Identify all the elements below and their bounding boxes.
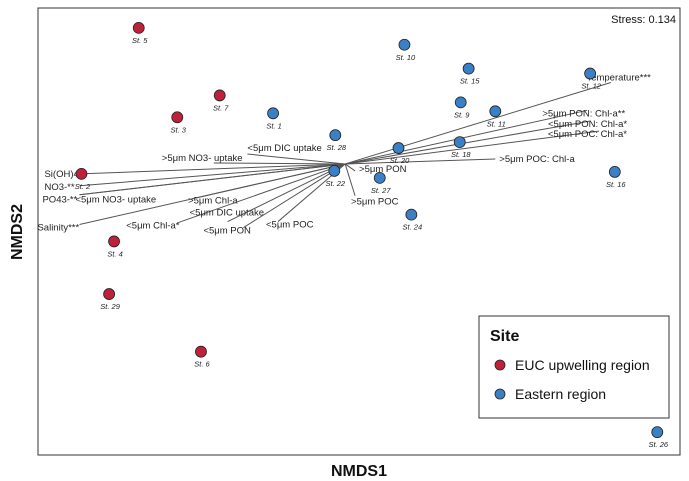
vector-line	[79, 163, 346, 226]
data-point	[171, 111, 184, 124]
vector-line	[345, 82, 612, 165]
vector-label: <5μm DIC uptake	[247, 143, 321, 154]
vector-label: NO3-**	[44, 182, 74, 193]
vector-label: >5μm NO3- uptake	[162, 153, 243, 164]
vector-line	[345, 109, 588, 165]
vector-label: Temperature***	[586, 73, 651, 84]
legend-entry-euc: EUC upwelling region	[515, 357, 650, 373]
vector-label: <5μm POC	[266, 220, 314, 231]
data-point	[651, 426, 664, 439]
legend-entry-eastern: Eastern region	[515, 386, 606, 402]
data-point	[329, 129, 342, 142]
point-label: St. 3	[171, 125, 187, 134]
point-label: St. 4	[107, 249, 122, 258]
legend-box	[478, 315, 670, 419]
vector-line	[79, 163, 346, 187]
vector-group: Temperature*** >5μm PON: Chl-a**<5μm PON:…	[37, 73, 651, 237]
data-point	[398, 38, 411, 51]
vector-line	[227, 163, 346, 223]
point-label: St. 6	[194, 360, 210, 369]
vector-label: >5μm PON: Chl-a**	[542, 108, 625, 119]
data-point	[328, 165, 341, 177]
data-point	[373, 171, 386, 184]
data-point	[584, 67, 597, 80]
point-label: St. 15	[460, 77, 480, 86]
point-label: St. 5	[132, 36, 148, 45]
points-group: St. 5 St. 7 St. 3 St. 2 St. 4 St. 29 St. 6 St. …	[75, 21, 669, 449]
vector-label: <5μm Chl-a*	[126, 221, 180, 232]
vector-line	[79, 163, 346, 175]
data-point	[405, 208, 418, 221]
point-label: St. 12	[581, 82, 601, 91]
point-label: St. 27	[371, 186, 391, 195]
legend: Site EUC upwelling region Eastern region	[478, 315, 670, 419]
vector-line	[345, 120, 590, 165]
point-label: St. 29	[100, 302, 120, 311]
vector-line	[344, 163, 356, 172]
point-label: St. 28	[326, 143, 346, 152]
vector-line	[213, 162, 346, 165]
data-point	[489, 105, 502, 118]
point-label: St. 22	[326, 179, 346, 188]
legend-marker-euc	[494, 359, 506, 371]
data-point	[453, 136, 466, 149]
vector-line	[79, 163, 346, 196]
point-label: St. 9	[454, 110, 470, 119]
data-point	[392, 142, 405, 154]
vector-line	[178, 163, 346, 224]
point-label: St. 26	[648, 440, 668, 449]
plot-frame	[37, 7, 681, 456]
vector-label: Salinity***	[37, 223, 79, 234]
point-label: St. 16	[606, 180, 626, 189]
point-label: St. 2	[75, 182, 91, 191]
y-axis-label: NMDS2	[9, 204, 26, 260]
data-point	[195, 345, 207, 358]
vector-label: >5μm PON	[359, 164, 407, 175]
stress-text: Stress: 0.134	[611, 14, 676, 26]
point-label: St. 20	[390, 156, 410, 165]
legend-marker-eastern	[494, 388, 506, 400]
vector-line	[247, 153, 346, 165]
vector-label: <5μm POC: Chl-a*	[548, 129, 627, 140]
vector-label: >5μm Chl-a	[188, 196, 238, 207]
vector-line	[243, 163, 346, 228]
data-point	[108, 235, 120, 248]
data-point	[103, 288, 116, 300]
data-point	[462, 62, 475, 75]
vector-label: <5μm PON	[203, 226, 251, 237]
vector-label: Si(OH)4**	[44, 169, 86, 180]
data-point	[213, 89, 226, 102]
data-point	[267, 107, 279, 120]
point-label: St. 11	[487, 119, 506, 128]
vector-line	[345, 130, 600, 165]
point-label: St. 10	[396, 53, 416, 62]
vector-label: <5μm DIC uptake	[190, 208, 264, 219]
vector-label: >5μm POC	[351, 197, 399, 208]
vector-label: <5μm NO3- uptake	[75, 195, 156, 206]
data-point	[608, 165, 621, 178]
legend-title: Site	[490, 328, 519, 345]
point-label: St. 24	[403, 223, 423, 232]
point-label: St. 1	[266, 121, 281, 130]
point-label: St. 18	[451, 150, 471, 159]
vector-label: >5μm POC: Chl-a	[499, 154, 575, 165]
data-point	[454, 96, 467, 109]
data-point	[132, 21, 145, 34]
vector-label: PO43-**	[42, 195, 77, 206]
vector-line	[344, 163, 356, 196]
point-label: St. 7	[213, 103, 229, 112]
vector-label: <5μm PON: Chl-a*	[548, 119, 627, 130]
vector-line	[345, 158, 496, 165]
x-axis-label: NMDS1	[331, 463, 387, 480]
data-point	[75, 167, 88, 180]
